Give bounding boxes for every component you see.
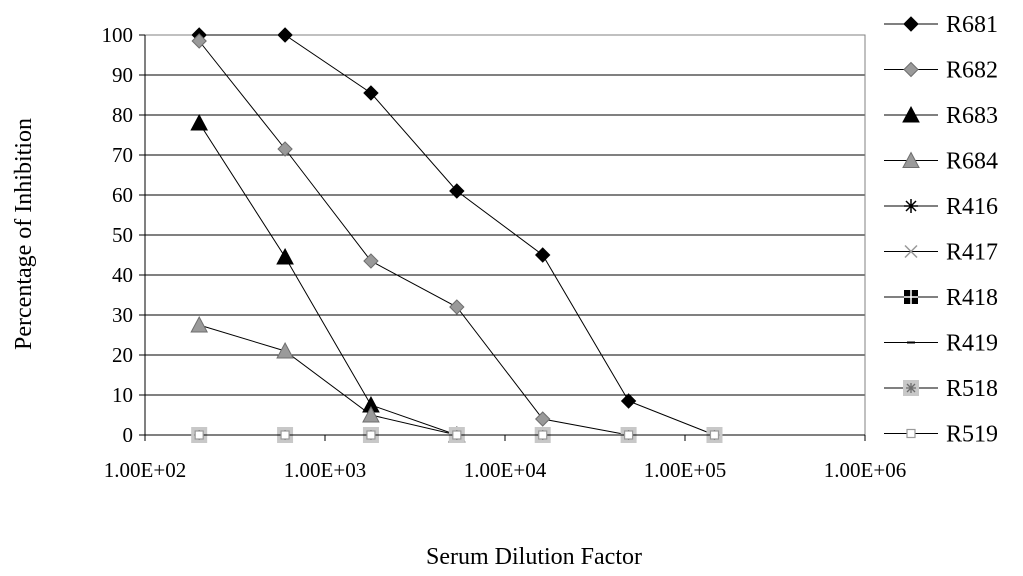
series-line-r682 <box>198 40 715 436</box>
data-point <box>538 430 548 440</box>
data-point <box>535 247 551 263</box>
data-point <box>276 341 294 359</box>
legend-item-r684: R684 <box>884 149 998 175</box>
legend-item-r681: R681 <box>884 12 998 38</box>
legend-item-r417: R417 <box>884 240 998 266</box>
data-point <box>362 405 380 423</box>
legend-item-r419: R419 <box>884 331 998 357</box>
series-r519 <box>194 430 720 440</box>
y-tick-label: 50 <box>112 223 133 247</box>
data-point <box>363 85 379 101</box>
legend-marker <box>904 290 918 304</box>
legend-item-r682: R682 <box>884 58 998 84</box>
data-point <box>190 315 209 333</box>
y-tick-label: 70 <box>112 143 133 167</box>
legend-marker <box>903 61 919 78</box>
legend-item-r683: R683 <box>884 103 998 129</box>
x-tick-label: 1.00E+02 <box>104 458 186 482</box>
y-tick-label: 100 <box>102 23 134 47</box>
data-point <box>709 430 720 440</box>
data-point <box>366 430 376 440</box>
y-axis-title: Percentage of Inhibition <box>11 118 37 350</box>
data-point <box>276 247 294 265</box>
legend-marker <box>903 16 919 32</box>
data-point <box>280 430 290 440</box>
data-point <box>449 183 465 199</box>
data-point <box>535 411 551 427</box>
data-point <box>452 430 462 440</box>
series-r682 <box>191 33 723 443</box>
y-tick-label: 10 <box>112 383 133 407</box>
legend-label: R683 <box>946 103 998 129</box>
legend-marker <box>902 105 920 123</box>
legend-item-r519: R519 <box>884 422 998 448</box>
data-point <box>194 430 204 440</box>
legend-item-r518: R518 <box>884 376 998 402</box>
x-tick-label: 1.00E+04 <box>464 458 547 482</box>
y-tick-label: 20 <box>112 343 133 367</box>
data-point <box>620 393 637 409</box>
y-tick-label: 90 <box>112 63 133 87</box>
y-tick-label: 80 <box>112 103 133 127</box>
data-point <box>449 299 465 315</box>
gridlines <box>145 34 865 436</box>
legend-label: R682 <box>946 58 998 84</box>
legend-marker <box>904 244 918 259</box>
series-group <box>190 27 723 443</box>
legend-label: R519 <box>946 422 998 448</box>
y-tick-label: 30 <box>112 303 133 327</box>
data-point <box>190 113 209 131</box>
legend-label: R518 <box>946 376 998 402</box>
data-point <box>191 33 207 49</box>
legend-item-r418: R418 <box>884 285 998 311</box>
y-tick-label: 0 <box>123 423 134 447</box>
legend: R681 R682 R683 R684 R416 R417 R418 R419 R518 R519 <box>884 12 998 448</box>
x-tick-label: 1.00E+03 <box>284 458 366 482</box>
y-tick-label: 60 <box>112 183 133 207</box>
x-axis-title: Serum Dilution Factor <box>426 544 642 570</box>
legend-label: R419 <box>946 331 998 357</box>
legend-label: R417 <box>946 240 998 266</box>
legend-label: R418 <box>946 285 998 311</box>
legend-marker <box>902 151 920 168</box>
legend-marker <box>906 428 916 439</box>
series-line-r683 <box>198 122 457 436</box>
y-tick-label: 40 <box>112 263 133 287</box>
legend-label: R681 <box>946 12 998 38</box>
data-point <box>363 253 379 269</box>
series-r681 <box>191 27 723 443</box>
data-point <box>277 27 293 43</box>
series-line-r684 <box>199 324 457 436</box>
legend-label: R416 <box>946 194 998 220</box>
legend-item-r416: R416 <box>884 194 998 220</box>
legend-marker <box>903 380 919 396</box>
legend-marker <box>904 199 918 213</box>
data-point <box>277 141 293 157</box>
axes: 0 10 20 30 40 50 60 70 80 90 100 1.00E+02 1.00E+03 1.… <box>102 23 907 482</box>
data-point <box>623 430 634 440</box>
series-r683 <box>190 113 466 443</box>
legend-label: R684 <box>946 149 998 175</box>
x-tick-label: 1.00E+05 <box>644 458 726 482</box>
x-tick-label: 1.00E+06 <box>824 458 906 482</box>
